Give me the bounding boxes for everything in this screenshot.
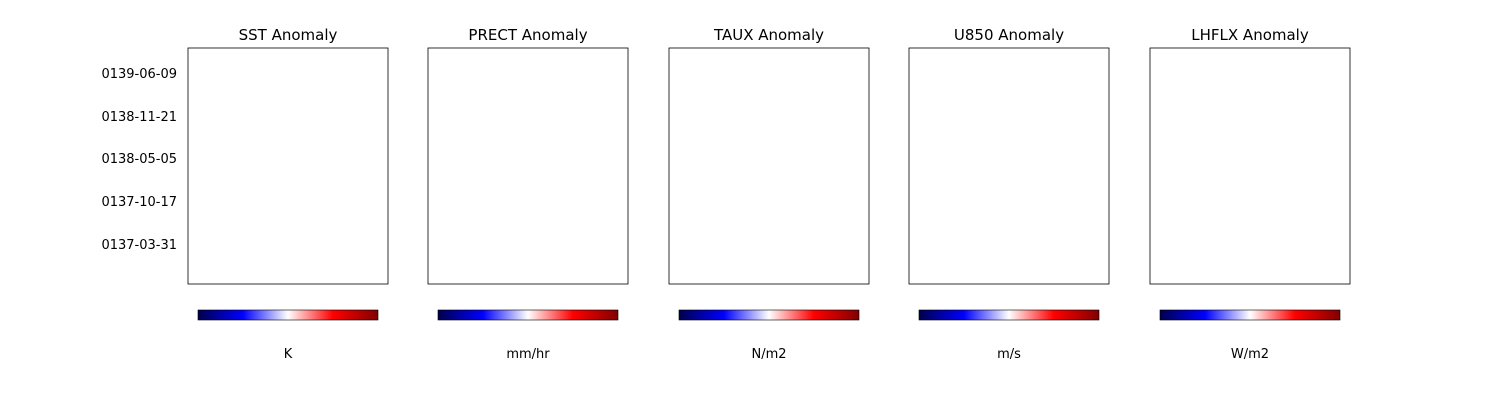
y-axis-labels: 0139-06-09 0138-11-21 0138-05-05 0137-10… bbox=[101, 67, 177, 253]
plot-frame bbox=[1149, 47, 1351, 285]
colorbar-label: mm/hr bbox=[506, 347, 550, 362]
colorbar bbox=[1159, 309, 1341, 321]
colorbar-label: m/s bbox=[997, 347, 1021, 362]
panel-lhflx: LHFLX Anomaly W/m2 bbox=[1149, 26, 1351, 362]
colorbar-label: W/m2 bbox=[1231, 347, 1269, 362]
plot-frame bbox=[908, 47, 1110, 285]
panel-title: PRECT Anomaly bbox=[468, 26, 587, 44]
panel-prect: PRECT Anomaly mm/hr bbox=[427, 26, 629, 362]
y-tick-label: 0137-10-17 bbox=[101, 195, 177, 210]
colorbar bbox=[437, 309, 619, 321]
panel-title: U850 Anomaly bbox=[954, 26, 1064, 44]
panel-u850: U850 Anomaly m/s bbox=[908, 26, 1110, 362]
panel-taux: TAUX Anomaly N/m2 bbox=[668, 26, 870, 362]
colorbar bbox=[678, 309, 860, 321]
panel-title: SST Anomaly bbox=[239, 26, 338, 44]
y-tick-label: 0138-11-21 bbox=[101, 110, 177, 125]
plot-frame bbox=[427, 47, 629, 285]
y-tick-label: 0137-03-31 bbox=[101, 238, 177, 253]
colorbar-label: N/m2 bbox=[751, 347, 786, 362]
panel-sst: SST Anomaly K bbox=[187, 26, 389, 362]
y-tick-label: 0138-05-05 bbox=[101, 152, 177, 167]
y-tick-label: 0139-06-09 bbox=[101, 67, 177, 82]
plot-frame bbox=[187, 47, 389, 285]
colorbar bbox=[197, 309, 379, 321]
colorbar bbox=[918, 309, 1100, 321]
panel-title: TAUX Anomaly bbox=[713, 26, 824, 44]
plot-frame bbox=[668, 47, 870, 285]
panel-title: LHFLX Anomaly bbox=[1191, 26, 1309, 44]
colorbar-label: K bbox=[284, 347, 293, 362]
